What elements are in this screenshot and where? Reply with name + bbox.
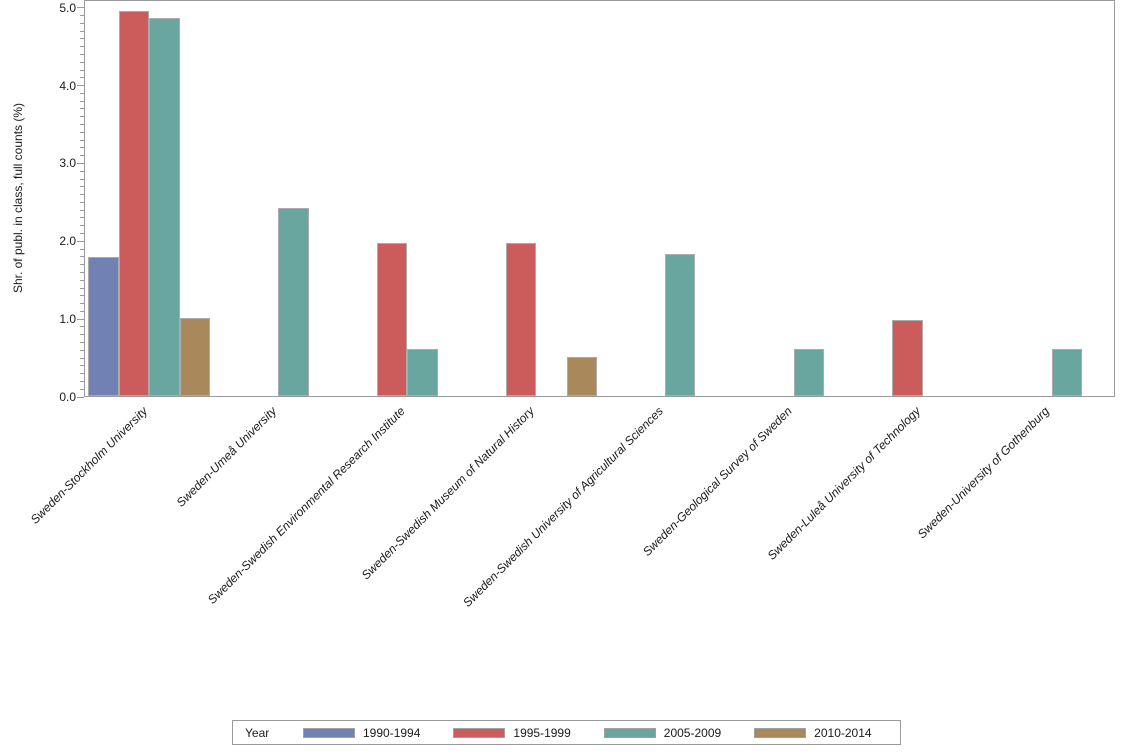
x-category-label: Sweden-Stockholm University xyxy=(27,404,151,527)
y-tick-label: 1.0 xyxy=(59,312,76,327)
legend: Year 1990-1994 1995-1999 2005-2009 2010-201… xyxy=(232,720,901,745)
x-category-label: Sweden-University of Gothenburg xyxy=(915,404,1053,542)
y-minor-tick xyxy=(80,22,84,24)
bar-1995-1999-c2 xyxy=(376,242,408,396)
y-tick-label: 2.0 xyxy=(59,234,76,249)
y-minor-tick xyxy=(80,92,84,94)
y-minor-tick xyxy=(80,170,84,172)
y-minor-tick xyxy=(80,373,84,375)
y-minor-tick xyxy=(80,388,84,390)
bar-2010-2014-c0 xyxy=(179,318,211,396)
y-minor-tick xyxy=(80,279,84,281)
y-minor-tick xyxy=(80,147,84,149)
x-category-label: Sweden-Umeå University xyxy=(173,404,280,510)
y-minor-tick xyxy=(80,349,84,351)
y-minor-tick xyxy=(80,53,84,55)
y-major-tick xyxy=(77,162,84,164)
y-minor-tick xyxy=(80,233,84,235)
y-minor-tick xyxy=(80,334,84,336)
y-major-tick xyxy=(77,318,84,320)
x-category-label: Sweden-Luleå University of Technology xyxy=(764,404,924,563)
y-tick-label: 0.0 xyxy=(59,390,76,404)
y-minor-tick xyxy=(80,287,84,289)
y-minor-tick xyxy=(80,295,84,297)
y-minor-tick xyxy=(80,380,84,382)
legend-entry-label: 2010-2014 xyxy=(814,725,872,740)
y-minor-tick xyxy=(80,155,84,157)
y-minor-tick xyxy=(80,61,84,63)
x-category-label: Sweden-Geological Survey of Sweden xyxy=(639,404,795,559)
y-minor-tick xyxy=(80,271,84,273)
y-minor-tick xyxy=(80,303,84,305)
y-minor-tick xyxy=(80,124,84,126)
y-minor-tick xyxy=(80,194,84,196)
y-major-tick xyxy=(77,85,84,87)
bar-2005-2009-c1 xyxy=(278,207,309,396)
y-minor-tick xyxy=(80,342,84,343)
y-minor-tick xyxy=(80,186,84,188)
legend-swatch xyxy=(303,727,355,738)
legend-swatch xyxy=(453,727,506,738)
y-minor-tick xyxy=(80,116,84,118)
y-minor-tick xyxy=(80,225,84,227)
bar-2010-2014-c3 xyxy=(566,357,598,396)
bar-1995-1999-c6 xyxy=(892,319,923,396)
bar-1990-1994-c0 xyxy=(88,257,119,396)
y-minor-tick xyxy=(80,30,84,32)
y-axis-title: Shr. of publ. in class, full counts (%) xyxy=(11,102,25,294)
bar-1995-1999-c3 xyxy=(505,242,537,396)
y-minor-tick xyxy=(80,139,84,141)
y-minor-tick xyxy=(80,326,84,328)
y-minor-tick xyxy=(80,248,84,250)
y-minor-tick xyxy=(80,38,84,40)
y-major-tick xyxy=(77,396,84,398)
bar-2005-2009-c4 xyxy=(664,254,696,396)
x-category-label: Sweden-Swedish Environmental Research In… xyxy=(205,404,409,607)
y-minor-tick xyxy=(80,201,84,203)
y-minor-tick xyxy=(80,178,84,180)
y-major-tick xyxy=(77,7,84,9)
y-minor-tick xyxy=(80,131,84,133)
legend-entry: 2010-2014 xyxy=(754,725,872,740)
y-minor-tick xyxy=(80,256,84,258)
legend-swatch xyxy=(754,727,807,738)
y-tick-label: 4.0 xyxy=(59,78,76,93)
legend-entry-label: 1990-1994 xyxy=(363,725,421,740)
y-minor-tick xyxy=(80,15,84,17)
y-minor-tick xyxy=(80,357,84,359)
legend-entry: 2005-2009 xyxy=(603,725,722,740)
legend-title: Year xyxy=(245,725,270,740)
bar-2005-2009-c7 xyxy=(1051,349,1083,396)
y-minor-tick xyxy=(80,69,84,71)
bar-2005-2009-c5 xyxy=(793,349,825,396)
y-tick-label: 3.0 xyxy=(59,156,76,171)
legend-entry-label: 2005-2009 xyxy=(663,725,722,740)
bar-2005-2009-c2 xyxy=(407,349,438,396)
legend-entry-label: 1995-1999 xyxy=(513,725,571,740)
x-category-label: Sweden-Swedish University of Agricultura… xyxy=(460,404,666,610)
legend-swatch xyxy=(603,727,656,738)
y-minor-tick xyxy=(80,108,84,110)
y-minor-tick xyxy=(80,100,84,102)
y-minor-tick xyxy=(80,46,84,48)
y-minor-tick xyxy=(80,365,84,367)
y-minor-tick xyxy=(80,209,84,211)
y-tick-label: 5.0 xyxy=(59,0,76,15)
bar-2005-2009-c0 xyxy=(149,18,180,396)
legend-entry: 1995-1999 xyxy=(453,725,571,740)
y-minor-tick xyxy=(80,77,84,79)
y-minor-tick xyxy=(80,310,84,312)
y-minor-tick xyxy=(80,217,84,219)
bar-1995-1999-c0 xyxy=(118,11,150,396)
y-major-tick xyxy=(77,240,84,242)
legend-entry: 1990-1994 xyxy=(303,726,420,740)
plot-area xyxy=(84,0,1115,397)
y-minor-tick xyxy=(80,264,84,266)
